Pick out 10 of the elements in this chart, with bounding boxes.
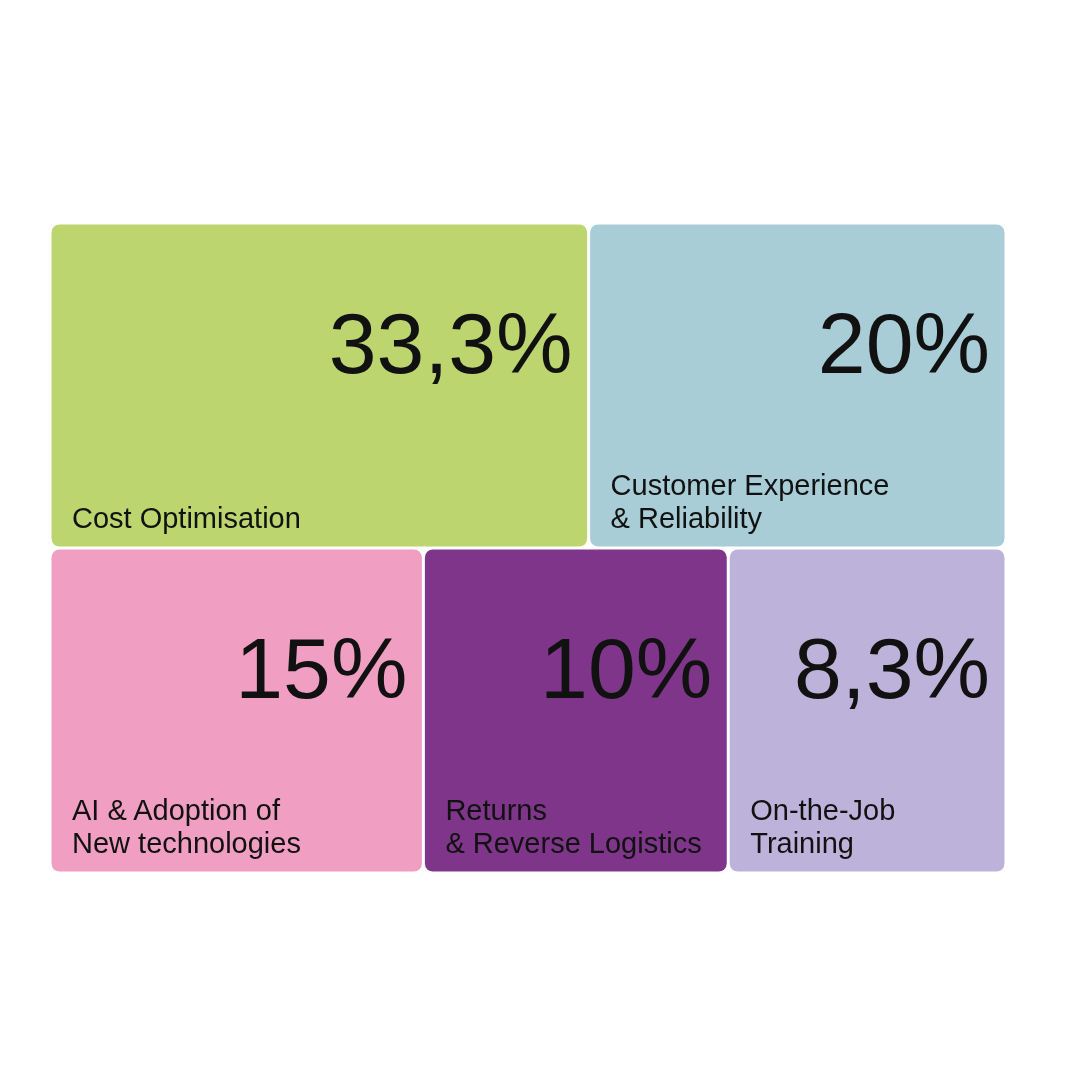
category-label: On-the-Job Training — [750, 794, 896, 859]
category-label: Customer Experience & Reliability — [610, 469, 890, 534]
category-label: Cost Optimisation — [72, 502, 301, 534]
data-label: 33,3% — [328, 295, 573, 391]
data-label: 10% — [540, 620, 713, 716]
category-label: AI & Adoption of New technologies — [72, 794, 301, 859]
data-label: 20% — [817, 295, 990, 391]
category-label: Returns & Reverse Logistics — [445, 794, 702, 859]
data-label: 8,3% — [793, 620, 990, 716]
data-label: 15% — [235, 620, 408, 716]
